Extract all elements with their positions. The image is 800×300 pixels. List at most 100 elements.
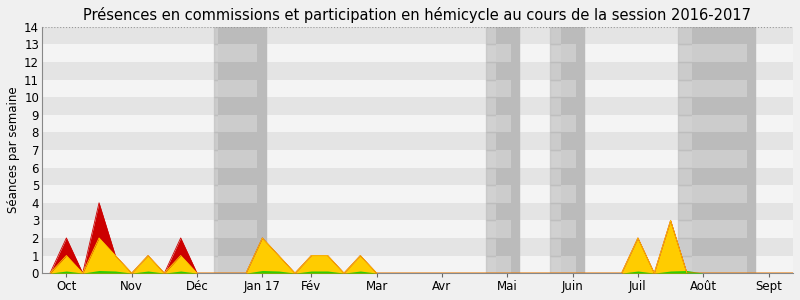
Bar xyxy=(561,238,576,256)
Y-axis label: Séances par semaine: Séances par semaine xyxy=(7,87,20,213)
Bar xyxy=(486,80,501,97)
Bar xyxy=(496,80,510,97)
Bar xyxy=(496,115,510,132)
Bar xyxy=(692,115,747,132)
Bar xyxy=(218,115,258,132)
Bar xyxy=(692,256,747,273)
Bar xyxy=(42,150,793,168)
Bar xyxy=(486,97,501,115)
Bar xyxy=(550,256,565,273)
Bar xyxy=(561,132,576,150)
Bar xyxy=(692,80,747,97)
Bar xyxy=(496,132,510,150)
Bar xyxy=(692,185,747,203)
Bar xyxy=(214,132,253,150)
Bar xyxy=(214,256,253,273)
Bar xyxy=(550,115,565,132)
Bar xyxy=(678,97,732,115)
Bar xyxy=(214,62,253,80)
Bar xyxy=(496,168,510,185)
Bar xyxy=(692,220,747,238)
Bar xyxy=(42,62,793,80)
Bar xyxy=(678,185,732,203)
Bar xyxy=(692,27,747,44)
Bar xyxy=(218,27,258,44)
Bar xyxy=(550,62,565,80)
Bar xyxy=(496,150,510,168)
Bar xyxy=(692,238,747,256)
Bar xyxy=(692,62,747,80)
Bar xyxy=(561,150,576,168)
Bar xyxy=(214,203,253,220)
Bar xyxy=(692,150,747,168)
Bar xyxy=(42,97,793,115)
Bar xyxy=(550,44,565,62)
Bar xyxy=(214,44,253,62)
Bar xyxy=(561,80,576,97)
Bar xyxy=(678,256,732,273)
Bar xyxy=(42,203,793,220)
Bar xyxy=(214,80,253,97)
Bar xyxy=(504,27,518,273)
Bar xyxy=(496,238,510,256)
Bar xyxy=(218,203,258,220)
Bar xyxy=(678,220,732,238)
Bar xyxy=(678,168,732,185)
Bar xyxy=(218,220,258,238)
Bar xyxy=(486,27,501,44)
Bar xyxy=(226,27,266,273)
Bar xyxy=(496,185,510,203)
Bar xyxy=(214,115,253,132)
Bar xyxy=(550,203,565,220)
Bar xyxy=(42,44,793,62)
Bar xyxy=(486,238,501,256)
Bar xyxy=(550,238,565,256)
Bar xyxy=(486,132,501,150)
Bar xyxy=(550,150,565,168)
Bar xyxy=(42,256,793,273)
Bar xyxy=(486,115,501,132)
Title: Présences en commissions et participation en hémicycle au cours de la session 20: Présences en commissions et participatio… xyxy=(83,7,751,23)
Bar xyxy=(496,97,510,115)
Bar xyxy=(42,185,793,203)
Bar xyxy=(550,185,565,203)
Bar xyxy=(550,168,565,185)
Bar xyxy=(678,44,732,62)
Bar xyxy=(496,62,510,80)
Bar xyxy=(214,27,253,44)
Bar xyxy=(678,80,732,97)
Bar xyxy=(678,132,732,150)
Bar xyxy=(42,132,793,150)
Bar xyxy=(214,238,253,256)
Bar xyxy=(214,220,253,238)
Bar xyxy=(218,44,258,62)
Bar xyxy=(496,256,510,273)
Bar xyxy=(561,44,576,62)
Bar xyxy=(42,220,793,238)
Bar xyxy=(42,27,793,44)
Bar xyxy=(218,168,258,185)
Bar xyxy=(561,203,576,220)
Bar xyxy=(561,27,576,44)
Bar xyxy=(486,44,501,62)
Bar xyxy=(486,220,501,238)
Bar xyxy=(561,185,576,203)
Bar xyxy=(42,168,793,185)
Bar xyxy=(561,168,576,185)
Bar xyxy=(218,256,258,273)
Bar xyxy=(496,27,510,44)
Bar xyxy=(218,150,258,168)
Bar xyxy=(486,150,501,168)
Bar xyxy=(218,185,258,203)
Bar xyxy=(496,203,510,220)
Bar xyxy=(561,256,576,273)
Bar xyxy=(550,80,565,97)
Bar xyxy=(692,97,747,115)
Bar xyxy=(214,168,253,185)
Bar xyxy=(496,220,510,238)
Bar xyxy=(42,80,793,97)
Bar xyxy=(486,185,501,203)
Bar xyxy=(214,185,253,203)
Bar xyxy=(218,97,258,115)
Bar xyxy=(486,62,501,80)
